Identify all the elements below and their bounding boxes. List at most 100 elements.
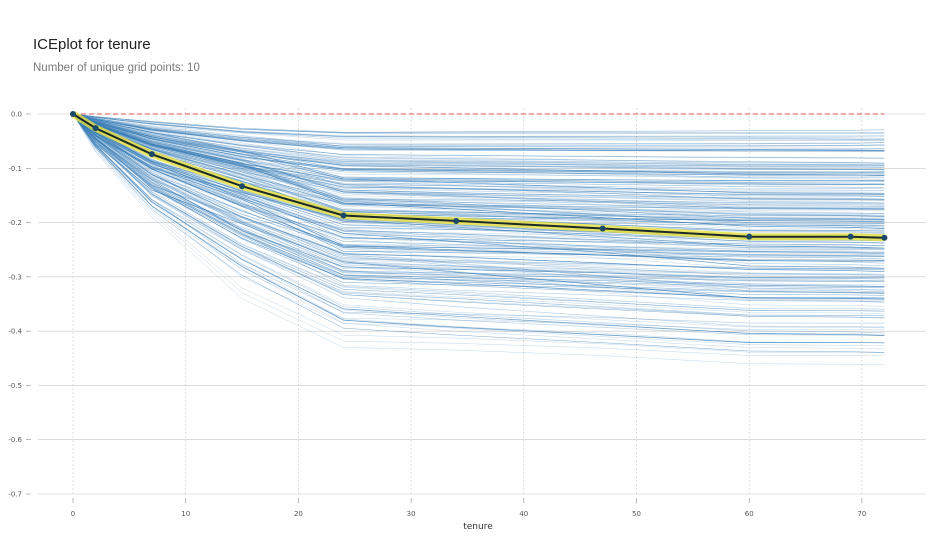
ice-line [72, 113, 885, 141]
ice-line [72, 113, 885, 328]
ice-line [72, 113, 885, 276]
ice-line [72, 113, 885, 329]
ice-line [72, 113, 885, 190]
y-tick-label: -0.6 [8, 436, 22, 444]
ice-line [72, 113, 885, 229]
ice-line [72, 113, 885, 141]
ice-line [72, 113, 885, 290]
ice-line [72, 113, 885, 294]
average-point [746, 233, 753, 240]
ice-line [72, 113, 885, 139]
ice-line [72, 113, 885, 196]
ice-line [72, 113, 885, 167]
ice-line [72, 113, 885, 287]
y-tick-label: -0.1 [8, 165, 22, 173]
ice-line [72, 113, 885, 178]
ice-line [72, 113, 885, 312]
ice-line [72, 113, 885, 267]
y-tick-label: -0.5 [8, 382, 22, 390]
ice-line [72, 113, 885, 215]
ice-line [72, 113, 885, 176]
ice-line [72, 113, 885, 141]
ice-line [72, 113, 885, 288]
ice-line [72, 113, 885, 207]
ice-line [72, 113, 885, 200]
ice-line [72, 113, 885, 196]
ice-line [72, 113, 885, 303]
ice-line [72, 113, 885, 193]
y-tick-label: 0.0 [11, 111, 22, 119]
ice-line [72, 113, 885, 164]
ice-line [72, 113, 885, 366]
ice-line [72, 113, 885, 164]
ice-line [72, 113, 885, 250]
average-point [239, 183, 246, 190]
ice-line [72, 113, 885, 220]
x-tick-label: 40 [519, 510, 528, 518]
ice-line [72, 113, 885, 242]
ice-line [72, 113, 885, 210]
ice-line [72, 113, 885, 287]
ice-line [72, 113, 885, 262]
average-point [70, 111, 76, 117]
ice-line [72, 113, 885, 356]
ice-line [72, 113, 885, 350]
ice-line [72, 113, 885, 217]
ice-line [72, 113, 885, 330]
ice-line [72, 113, 885, 152]
ice-line [72, 113, 885, 294]
ice-line [72, 113, 885, 279]
ice-line [72, 113, 885, 218]
ice-line [72, 113, 885, 275]
ice-line [72, 113, 885, 181]
ice-line [72, 113, 885, 319]
ice-line [72, 113, 885, 147]
ice-line [72, 113, 885, 282]
ice-line [72, 113, 885, 152]
y-tick-label: -0.3 [8, 273, 22, 281]
ice-line [72, 113, 885, 249]
average-point [92, 125, 99, 132]
x-tick-label: 20 [294, 510, 303, 518]
y-tick-label: -0.4 [8, 328, 22, 336]
ice-line [72, 113, 885, 197]
ice-line [72, 113, 885, 184]
average-point [847, 233, 854, 240]
ice-line [72, 113, 885, 152]
ice-line [72, 113, 885, 269]
ice-line [72, 113, 885, 151]
average-point [148, 151, 155, 158]
ice-line [72, 113, 885, 255]
ice-line [72, 113, 885, 277]
ice-line [72, 113, 885, 246]
ice-line [72, 113, 885, 285]
average-point [881, 234, 888, 241]
ice-line [72, 113, 885, 180]
chart-title: ICEplot for tenure [33, 36, 151, 53]
ice-line [72, 113, 885, 149]
ice-line [72, 113, 885, 271]
average-line [70, 111, 888, 242]
axes: 0.0 -0.1 -0.2 -0.3 -0.4 -0.5 -0.6 -0.7 0 10 20 30 40… [8, 111, 866, 519]
ice-line [72, 113, 885, 177]
ice-line [72, 113, 885, 344]
ice-line [72, 113, 885, 133]
ice-line [72, 113, 885, 208]
ice-line [72, 113, 885, 186]
ice-line [72, 113, 885, 166]
ice-line [72, 113, 885, 147]
ice-line [72, 113, 885, 334]
ice-line [72, 113, 885, 205]
x-tick-label: 70 [857, 510, 866, 518]
x-tick-label: 30 [407, 510, 416, 518]
x-tick-label: 60 [745, 510, 754, 518]
ice-line [72, 113, 885, 261]
ice-line [72, 113, 885, 224]
ice-line [72, 113, 885, 335]
ice-line [72, 113, 885, 303]
ice-line [72, 113, 885, 174]
x-tick-label: 0 [71, 510, 75, 518]
ice-line [72, 113, 885, 167]
ice-line [72, 113, 885, 176]
